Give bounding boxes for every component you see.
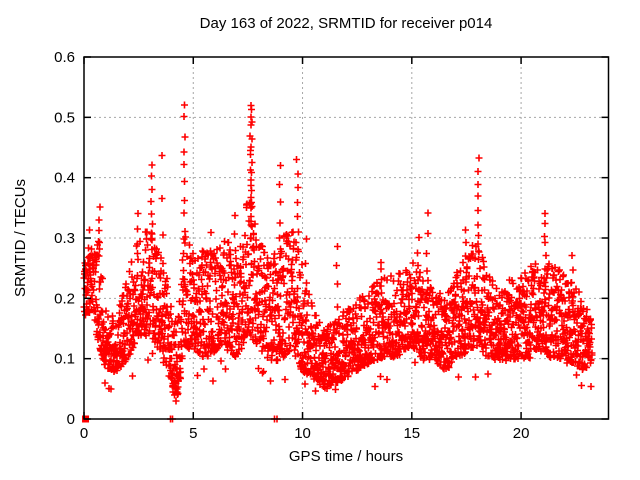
x-tick-label: 15 [403,425,420,442]
x-tick-label: 0 [80,425,88,442]
x-tick-label: 5 [189,425,197,442]
plot-border [83,56,610,420]
chart-title: Day 163 of 2022, SRMTID for receiver p01… [200,15,493,32]
y-axis-label: SRMTID / TECUs [12,179,29,297]
x-tick-label: 10 [294,425,311,442]
y-tick-label: 0.6 [54,49,75,66]
y-tick-label: 0 [67,411,75,428]
y-tick-label: 0.4 [54,170,75,187]
y-tick-label: 0.2 [54,290,75,307]
data-points-path [80,101,596,423]
tick-labels: 0 5 10 15 20 0 0.1 0.2 0.3 0.4 0.5 0.6 [54,49,529,442]
y-tick-label: 0.3 [54,230,75,247]
y-tick-label: 0.1 [54,351,75,368]
x-tick-label: 20 [513,425,530,442]
x-axis-label: GPS time / hours [289,448,403,465]
y-tick-label: 0.5 [54,109,75,126]
scatter-points [80,101,596,423]
